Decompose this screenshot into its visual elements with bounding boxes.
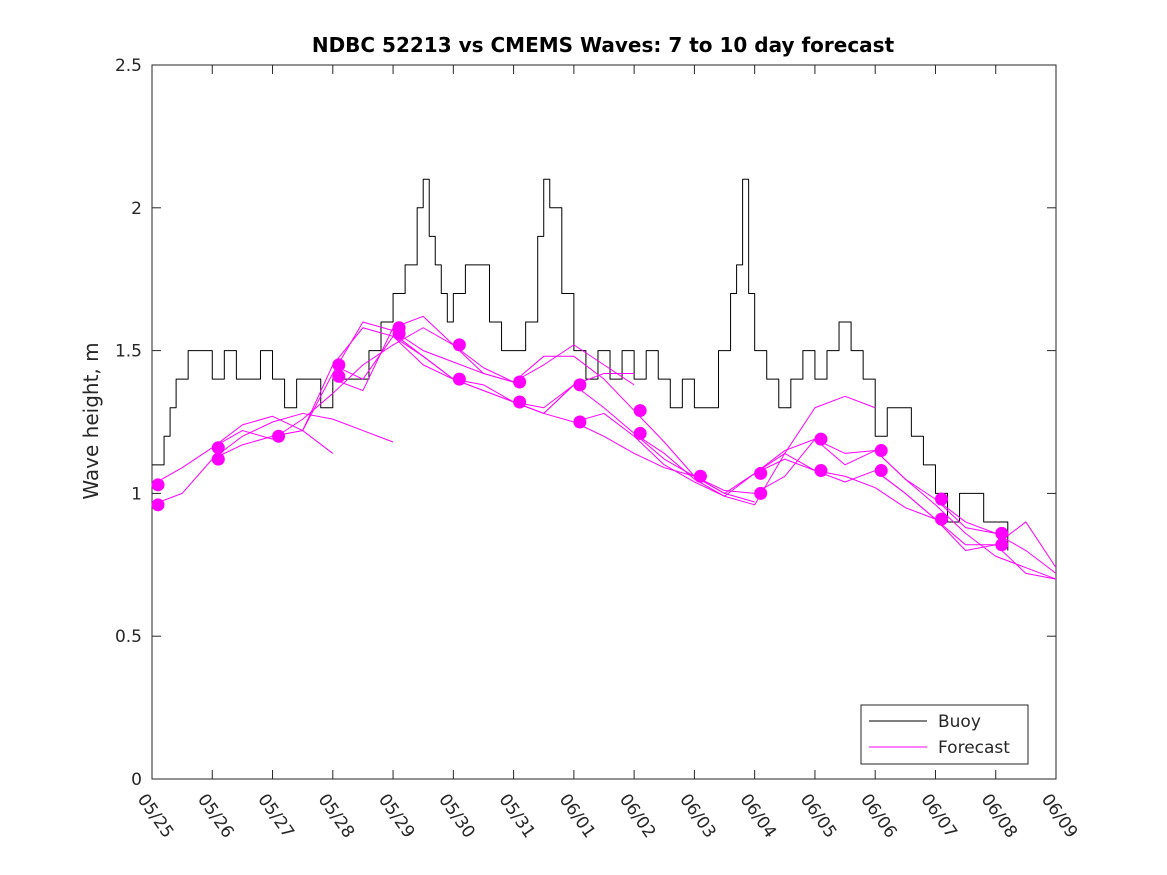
forecast-marker <box>513 395 527 409</box>
forecast-marker <box>754 486 768 500</box>
forecast-marker <box>814 432 828 446</box>
forecast-series-line <box>694 438 996 534</box>
forecast-marker <box>513 375 527 389</box>
legend-forecast-label: Forecast <box>938 738 1010 758</box>
forecast-marker <box>211 452 225 466</box>
forecast-marker <box>332 358 346 372</box>
forecast-marker <box>874 444 888 458</box>
forecast-marker <box>452 372 466 386</box>
forecast-marker <box>633 426 647 440</box>
y-axis: 0 0.5 1 1.5 2 2.5 <box>115 56 1056 790</box>
legend: Buoy Forecast <box>860 704 1029 765</box>
forecast-marker <box>754 466 768 480</box>
y-tick-label: 0 <box>131 770 142 790</box>
forecast-series-line <box>151 412 394 506</box>
forecast-marker <box>874 464 888 478</box>
forecast-marker <box>693 469 707 483</box>
forecast-series-line <box>332 315 635 392</box>
forecast-series-line <box>392 333 695 477</box>
forecast-marker <box>633 404 647 418</box>
forecast-marker <box>995 538 1009 552</box>
forecast-marker <box>272 429 286 443</box>
forecast-series-line <box>874 470 1057 580</box>
plot-area <box>151 64 1057 780</box>
y-tick-label: 0.5 <box>115 627 142 647</box>
buoy-series-line <box>152 178 1009 551</box>
legend-box <box>860 704 1029 765</box>
axes-frame <box>151 64 1057 780</box>
legend-buoy-label: Buoy <box>938 712 981 732</box>
forecast-series-line <box>212 327 454 449</box>
forecast-marker <box>814 464 828 478</box>
y-axis-label: Wave height, m <box>79 342 103 499</box>
forecast-series-line <box>633 433 936 520</box>
forecast-marker <box>211 441 225 455</box>
forecast-marker <box>452 338 466 352</box>
y-tick-label: 2.5 <box>115 56 142 76</box>
forecast-series-line <box>212 321 514 460</box>
forecast-marker <box>995 526 1009 540</box>
forecast-marker <box>573 415 587 429</box>
chart-title: NDBC 52213 vs CMEMS Waves: 7 to 10 day f… <box>312 33 895 57</box>
forecast-marker <box>934 492 948 506</box>
forecast-marker <box>573 378 587 392</box>
forecast-marker <box>151 478 165 492</box>
y-tick-label: 2 <box>131 199 142 219</box>
forecast-marker <box>151 498 165 512</box>
forecast-marker <box>392 326 406 340</box>
forecast-marker <box>332 369 346 383</box>
forecast-marker <box>934 512 948 526</box>
y-tick-label: 1 <box>131 484 142 504</box>
y-tick-label: 1.5 <box>115 342 142 362</box>
